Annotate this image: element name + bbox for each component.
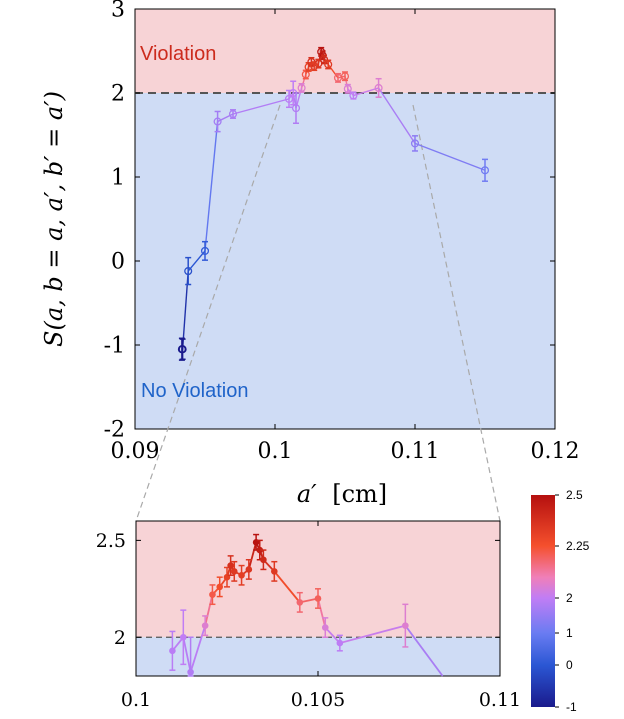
data-point <box>169 647 176 655</box>
inset-chart: 0.1 0.105 0.11 22.5 <box>96 520 521 711</box>
main-plot-frame <box>134 8 556 430</box>
data-point <box>410 139 420 148</box>
series-segment <box>182 637 192 673</box>
zoom-guide-left <box>135 104 281 522</box>
violation-label: Violation <box>140 43 216 65</box>
y-tick-label: 3 <box>111 0 125 23</box>
main-data-series <box>177 46 490 361</box>
data-point <box>178 345 187 354</box>
main-x-ticks: 0.09 0.1 0.11 0.12 <box>111 9 580 464</box>
inset-y-ticks: 22.5 <box>96 530 500 649</box>
series-segment <box>378 87 416 144</box>
colorbar-tick-label: 2.25 <box>566 539 590 553</box>
data-point <box>319 55 329 64</box>
data-point <box>228 109 238 119</box>
no-violation-label: No Violation <box>141 380 248 402</box>
colorbar-tick-label: -1 <box>566 700 577 714</box>
data-point <box>238 571 245 579</box>
x-tick-label: 0.11 <box>391 439 440 464</box>
y-tick-label: 2 <box>114 627 126 649</box>
data-point <box>349 91 358 100</box>
colorbar-ticks: 2.5 2.25 2 1 0 -1 <box>555 488 590 714</box>
x-tick-label: 0.1 <box>121 689 151 711</box>
x-tick-label: 0.105 <box>291 689 345 711</box>
series-segment <box>404 625 444 677</box>
series-segment <box>204 121 219 251</box>
series-segment <box>324 626 341 644</box>
data-point <box>402 622 409 629</box>
series-segment <box>327 64 339 79</box>
y-tick-label: -2 <box>104 418 125 443</box>
data-point <box>284 94 294 103</box>
y-tick-label: 1 <box>111 166 125 191</box>
data-point <box>324 60 333 69</box>
data-point <box>310 62 319 71</box>
x-tick-label: 0.09 <box>111 439 160 464</box>
colorbar: 2.5 2.25 2 1 0 -1 <box>531 488 590 714</box>
data-point <box>209 591 216 598</box>
data-point <box>336 639 344 647</box>
data-point <box>340 72 350 81</box>
x-tick-label: 0.11 <box>479 689 521 711</box>
data-point <box>227 562 234 569</box>
series-segment <box>353 87 379 97</box>
data-point <box>200 246 210 255</box>
data-point <box>180 633 187 641</box>
data-point <box>343 84 352 93</box>
series-segment <box>189 625 207 673</box>
data-point <box>374 83 383 93</box>
data-point <box>230 568 238 575</box>
y-tick-label: 2 <box>111 82 125 107</box>
inset-data-series <box>169 533 444 677</box>
series-segment <box>187 250 206 272</box>
series-segment <box>232 98 290 115</box>
inset-violation-region <box>136 521 500 638</box>
series-segment <box>204 594 214 626</box>
x-tick-label: 0.12 <box>531 439 580 464</box>
main-x-axis-unit: [cm] <box>332 480 387 508</box>
data-point <box>297 83 306 93</box>
data-point <box>296 599 304 606</box>
data-point <box>291 104 301 113</box>
data-point <box>187 668 194 676</box>
data-point <box>271 568 278 575</box>
series-segment <box>247 542 257 570</box>
colorbar-tick-label: 0 <box>566 658 573 672</box>
y-tick-label: -1 <box>104 334 125 359</box>
main-y-axis-label: S(a, b = a, a′, b′ = a′) <box>40 91 68 347</box>
y-tick-label: 0 <box>111 250 125 275</box>
colorbar-tick-label: 2 <box>566 591 573 605</box>
no-violation-region <box>135 93 555 429</box>
colorbar-tick-label: 1 <box>566 626 573 640</box>
data-point <box>245 566 253 573</box>
main-chart: 0.09 0.1 0.11 0.12 -2 -1 0 1 2 3 Violation No Vi… <box>40 0 580 522</box>
data-point <box>480 166 490 175</box>
x-tick-label: 0.1 <box>258 439 293 464</box>
series-segment <box>339 624 406 644</box>
inset-no-violation-region <box>136 637 500 676</box>
y-tick-label: 2.5 <box>96 530 126 552</box>
inset-x-ticks: 0.1 0.105 0.11 <box>121 521 521 711</box>
colorbar-gradient <box>531 495 555 707</box>
colorbar-tick-label: 2.5 <box>566 488 583 502</box>
data-point <box>216 583 224 591</box>
series-segment <box>414 142 486 171</box>
data-point <box>314 595 322 602</box>
data-point <box>260 556 267 564</box>
main-x-axis-label: a′ [cm] <box>297 480 387 508</box>
series-segment <box>273 570 301 603</box>
data-point <box>184 267 193 276</box>
main-y-ticks: -2 -1 0 1 2 3 <box>104 0 555 443</box>
zoom-guide-lines <box>135 104 501 522</box>
series-segment <box>317 598 327 628</box>
data-point <box>201 622 209 629</box>
zoom-guide-right <box>412 104 501 522</box>
main-x-axis-variable: a′ <box>297 480 317 508</box>
data-point <box>321 624 329 631</box>
data-point <box>213 117 222 126</box>
